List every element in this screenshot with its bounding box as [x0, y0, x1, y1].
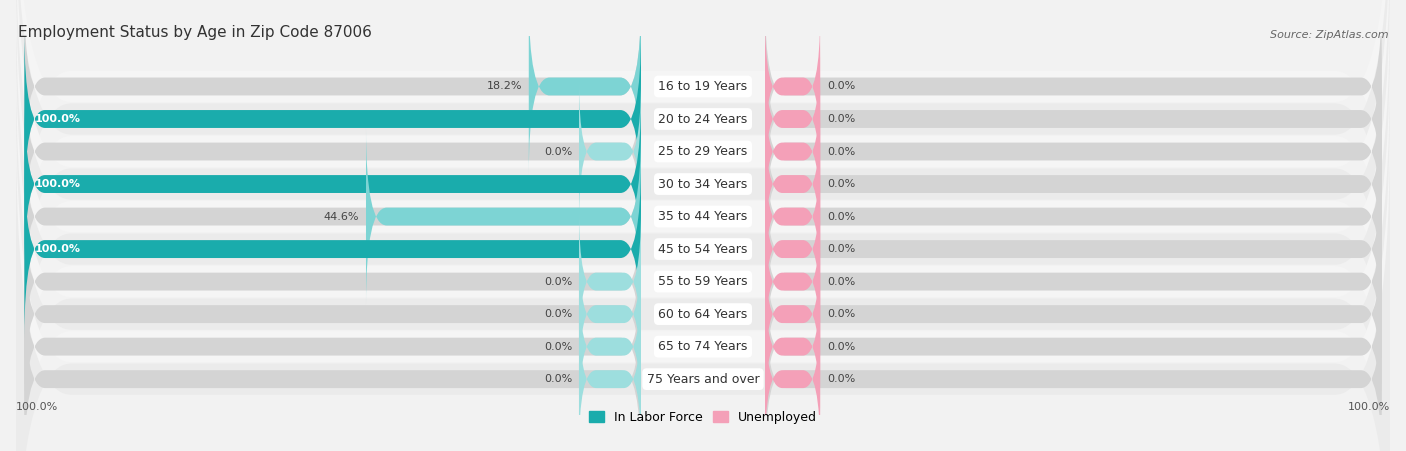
- Text: 0.0%: 0.0%: [827, 374, 855, 384]
- FancyBboxPatch shape: [765, 14, 820, 159]
- FancyBboxPatch shape: [765, 209, 820, 354]
- Text: 0.0%: 0.0%: [827, 82, 855, 92]
- Text: 0.0%: 0.0%: [827, 114, 855, 124]
- Legend: In Labor Force, Unemployed: In Labor Force, Unemployed: [589, 411, 817, 424]
- FancyBboxPatch shape: [765, 242, 820, 387]
- Text: 20 to 24 Years: 20 to 24 Years: [658, 112, 748, 125]
- FancyBboxPatch shape: [15, 0, 1391, 428]
- FancyBboxPatch shape: [765, 0, 1382, 175]
- Text: 25 to 29 Years: 25 to 29 Years: [658, 145, 748, 158]
- Text: 0.0%: 0.0%: [544, 276, 572, 286]
- Text: 100.0%: 100.0%: [35, 244, 80, 254]
- Text: 18.2%: 18.2%: [486, 82, 522, 92]
- Text: 35 to 44 Years: 35 to 44 Years: [658, 210, 748, 223]
- FancyBboxPatch shape: [765, 177, 820, 322]
- Text: 55 to 59 Years: 55 to 59 Years: [658, 275, 748, 288]
- FancyBboxPatch shape: [765, 258, 1382, 435]
- Text: Source: ZipAtlas.com: Source: ZipAtlas.com: [1270, 30, 1389, 40]
- Text: 0.0%: 0.0%: [827, 147, 855, 156]
- FancyBboxPatch shape: [15, 0, 1391, 451]
- Text: 0.0%: 0.0%: [827, 212, 855, 221]
- FancyBboxPatch shape: [24, 30, 641, 207]
- FancyBboxPatch shape: [15, 69, 1391, 451]
- Text: 100.0%: 100.0%: [35, 114, 80, 124]
- FancyBboxPatch shape: [579, 242, 641, 387]
- FancyBboxPatch shape: [765, 307, 820, 451]
- FancyBboxPatch shape: [24, 258, 641, 435]
- Text: 30 to 34 Years: 30 to 34 Years: [658, 178, 748, 190]
- FancyBboxPatch shape: [15, 134, 1391, 451]
- FancyBboxPatch shape: [15, 0, 1391, 331]
- FancyBboxPatch shape: [765, 290, 1382, 451]
- FancyBboxPatch shape: [765, 144, 820, 289]
- Text: 75 Years and over: 75 Years and over: [647, 373, 759, 386]
- Text: Employment Status by Age in Zip Code 87006: Employment Status by Age in Zip Code 870…: [17, 25, 371, 40]
- FancyBboxPatch shape: [24, 193, 641, 370]
- FancyBboxPatch shape: [765, 274, 820, 419]
- FancyBboxPatch shape: [579, 79, 641, 224]
- FancyBboxPatch shape: [366, 128, 641, 305]
- FancyBboxPatch shape: [765, 226, 1382, 403]
- Text: 0.0%: 0.0%: [827, 309, 855, 319]
- Text: 0.0%: 0.0%: [544, 341, 572, 352]
- FancyBboxPatch shape: [15, 0, 1391, 364]
- Text: 16 to 19 Years: 16 to 19 Years: [658, 80, 748, 93]
- FancyBboxPatch shape: [765, 112, 820, 256]
- FancyBboxPatch shape: [765, 63, 1382, 240]
- Text: 0.0%: 0.0%: [827, 244, 855, 254]
- Text: 0.0%: 0.0%: [544, 147, 572, 156]
- Text: 45 to 54 Years: 45 to 54 Years: [658, 243, 748, 256]
- FancyBboxPatch shape: [24, 128, 641, 305]
- FancyBboxPatch shape: [24, 30, 641, 207]
- FancyBboxPatch shape: [24, 161, 641, 338]
- Text: 100.0%: 100.0%: [15, 402, 59, 412]
- FancyBboxPatch shape: [24, 96, 641, 273]
- Text: 60 to 64 Years: 60 to 64 Years: [658, 308, 748, 321]
- Text: 0.0%: 0.0%: [827, 276, 855, 286]
- Text: 44.6%: 44.6%: [323, 212, 359, 221]
- FancyBboxPatch shape: [529, 0, 641, 175]
- Text: 0.0%: 0.0%: [827, 341, 855, 352]
- FancyBboxPatch shape: [765, 46, 820, 191]
- FancyBboxPatch shape: [765, 30, 1382, 207]
- FancyBboxPatch shape: [15, 0, 1391, 396]
- Text: 0.0%: 0.0%: [827, 179, 855, 189]
- FancyBboxPatch shape: [765, 193, 1382, 370]
- FancyBboxPatch shape: [579, 209, 641, 354]
- Text: 65 to 74 Years: 65 to 74 Years: [658, 340, 748, 353]
- FancyBboxPatch shape: [24, 226, 641, 403]
- Text: 0.0%: 0.0%: [544, 374, 572, 384]
- FancyBboxPatch shape: [765, 161, 1382, 338]
- FancyBboxPatch shape: [765, 128, 1382, 305]
- FancyBboxPatch shape: [24, 161, 641, 338]
- FancyBboxPatch shape: [15, 5, 1391, 451]
- FancyBboxPatch shape: [765, 79, 820, 224]
- Text: 100.0%: 100.0%: [35, 179, 80, 189]
- FancyBboxPatch shape: [579, 274, 641, 419]
- FancyBboxPatch shape: [24, 0, 641, 175]
- FancyBboxPatch shape: [579, 307, 641, 451]
- FancyBboxPatch shape: [15, 37, 1391, 451]
- FancyBboxPatch shape: [15, 102, 1391, 451]
- FancyBboxPatch shape: [24, 96, 641, 273]
- Text: 0.0%: 0.0%: [544, 309, 572, 319]
- FancyBboxPatch shape: [24, 290, 641, 451]
- FancyBboxPatch shape: [765, 96, 1382, 273]
- FancyBboxPatch shape: [24, 63, 641, 240]
- Text: 100.0%: 100.0%: [1347, 402, 1391, 412]
